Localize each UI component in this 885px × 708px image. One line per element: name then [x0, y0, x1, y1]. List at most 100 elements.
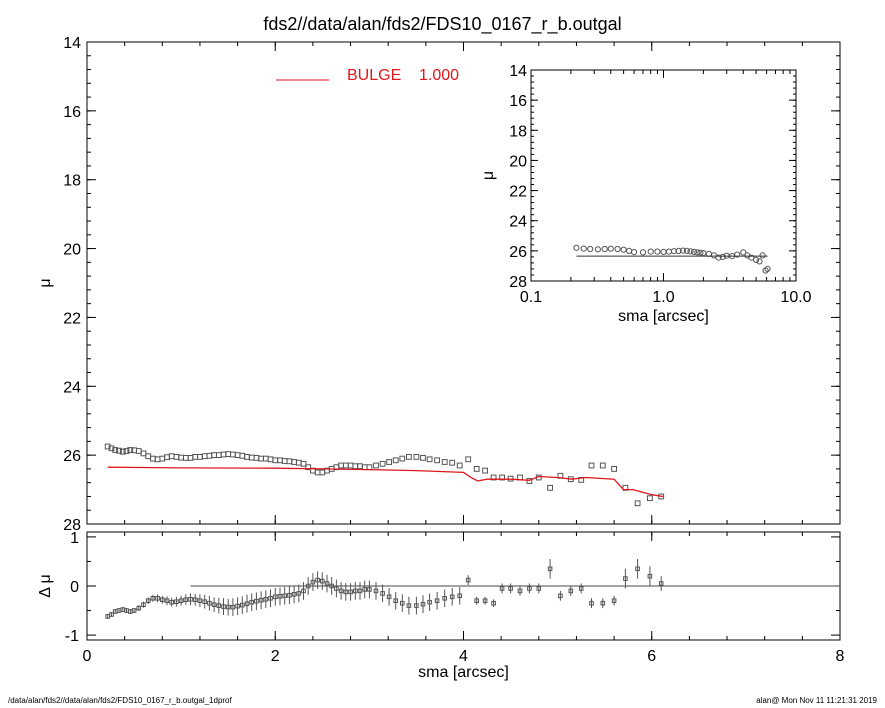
- data-point: [740, 249, 747, 256]
- data-point: [614, 245, 621, 253]
- data-point: [267, 456, 274, 463]
- data-point: [719, 253, 726, 260]
- data-point: [587, 245, 594, 253]
- data-point: [127, 447, 134, 453]
- data-point: [393, 598, 398, 604]
- data-point: [347, 462, 354, 469]
- data-point: [482, 467, 489, 474]
- data-point: [607, 245, 614, 252]
- data-point: [202, 599, 207, 605]
- data-point: [373, 462, 379, 469]
- data-point: [380, 591, 385, 596]
- data-point: [314, 469, 321, 476]
- data-point: [174, 599, 179, 605]
- data-point: [373, 588, 379, 594]
- data-point: [399, 455, 406, 462]
- data-point: [338, 462, 345, 469]
- data-point: [287, 593, 292, 598]
- data-point: [658, 581, 664, 586]
- data-point: [119, 448, 126, 455]
- data-point: [639, 249, 647, 256]
- y-tick-label: 24: [509, 214, 527, 231]
- x-tick-label: 1.0: [652, 289, 674, 306]
- data-point: [104, 443, 111, 450]
- data-point: [192, 597, 198, 603]
- data-point: [392, 457, 399, 464]
- data-point: [310, 579, 316, 585]
- data-point: [465, 577, 471, 583]
- data-point: [687, 248, 694, 255]
- data-point: [291, 592, 297, 597]
- data-point: [420, 601, 426, 607]
- data-point: [679, 247, 687, 254]
- data-point: [300, 460, 307, 467]
- y-tick-label: 14: [63, 35, 81, 52]
- data-point: [183, 597, 189, 603]
- x-tick-label: 6: [647, 648, 656, 665]
- x-axis-label: sma [arcsec]: [618, 308, 709, 325]
- data-point: [413, 454, 420, 460]
- data-point: [753, 256, 760, 263]
- data-point: [748, 254, 755, 261]
- data-point: [173, 454, 180, 460]
- data-point: [207, 600, 212, 606]
- data-point: [305, 464, 312, 471]
- data-point: [329, 583, 334, 589]
- data-point: [187, 455, 194, 461]
- data-point: [281, 458, 288, 464]
- data-point: [160, 597, 165, 603]
- data-point: [620, 246, 627, 253]
- data-point: [249, 599, 254, 605]
- data-point: [379, 460, 386, 467]
- data-point: [244, 601, 250, 607]
- data-point: [631, 249, 638, 256]
- data-point: [589, 600, 594, 606]
- data-point: [168, 453, 175, 460]
- data-point: [573, 244, 580, 251]
- data-point: [164, 454, 170, 461]
- data-point: [164, 598, 170, 604]
- data-point: [230, 451, 236, 458]
- data-point: [295, 459, 302, 466]
- data-point: [491, 600, 496, 606]
- y-tick-label: 14: [509, 63, 527, 80]
- data-point: [109, 612, 114, 617]
- data-point: [634, 500, 641, 507]
- data-point: [547, 484, 554, 491]
- data-point: [499, 586, 505, 591]
- data-point: [216, 603, 222, 608]
- data-point: [150, 596, 156, 601]
- data-point: [145, 598, 151, 604]
- data-point: [123, 448, 130, 454]
- data-point: [594, 246, 602, 253]
- data-point: [588, 462, 595, 469]
- data-point: [211, 602, 217, 608]
- data-point: [599, 462, 606, 469]
- data-point: [558, 593, 563, 599]
- y-tick-label: 0: [70, 579, 79, 596]
- data-point: [319, 469, 326, 476]
- x-tick-label: 8: [836, 648, 845, 665]
- data-point: [197, 454, 203, 460]
- data-point: [178, 598, 184, 604]
- data-point: [367, 587, 372, 592]
- x-tick-label: 10.0: [780, 289, 811, 306]
- data-point: [141, 602, 146, 608]
- y-axis-label: Δ μ: [37, 574, 54, 597]
- data-point: [694, 249, 701, 256]
- data-point: [334, 586, 339, 591]
- data-point: [272, 457, 279, 464]
- x-tick-label: 0.1: [520, 289, 542, 306]
- y-tick-label: 16: [63, 104, 81, 121]
- data-point: [235, 603, 240, 609]
- data-point: [658, 493, 665, 500]
- y-tick-label: 22: [63, 310, 81, 327]
- data-point: [244, 454, 250, 460]
- data-point: [263, 597, 269, 602]
- inset-panel: 0.1 1.0 10.0 14 16 18 20 22 24 26 28 μ sma [arcsec]: [480, 63, 812, 325]
- data-point: [578, 586, 584, 591]
- data-point: [697, 249, 704, 256]
- chart-title: fds2//data/alan/fds2/FDS10_0167_r_b.outg…: [263, 14, 622, 34]
- data-point: [169, 599, 174, 605]
